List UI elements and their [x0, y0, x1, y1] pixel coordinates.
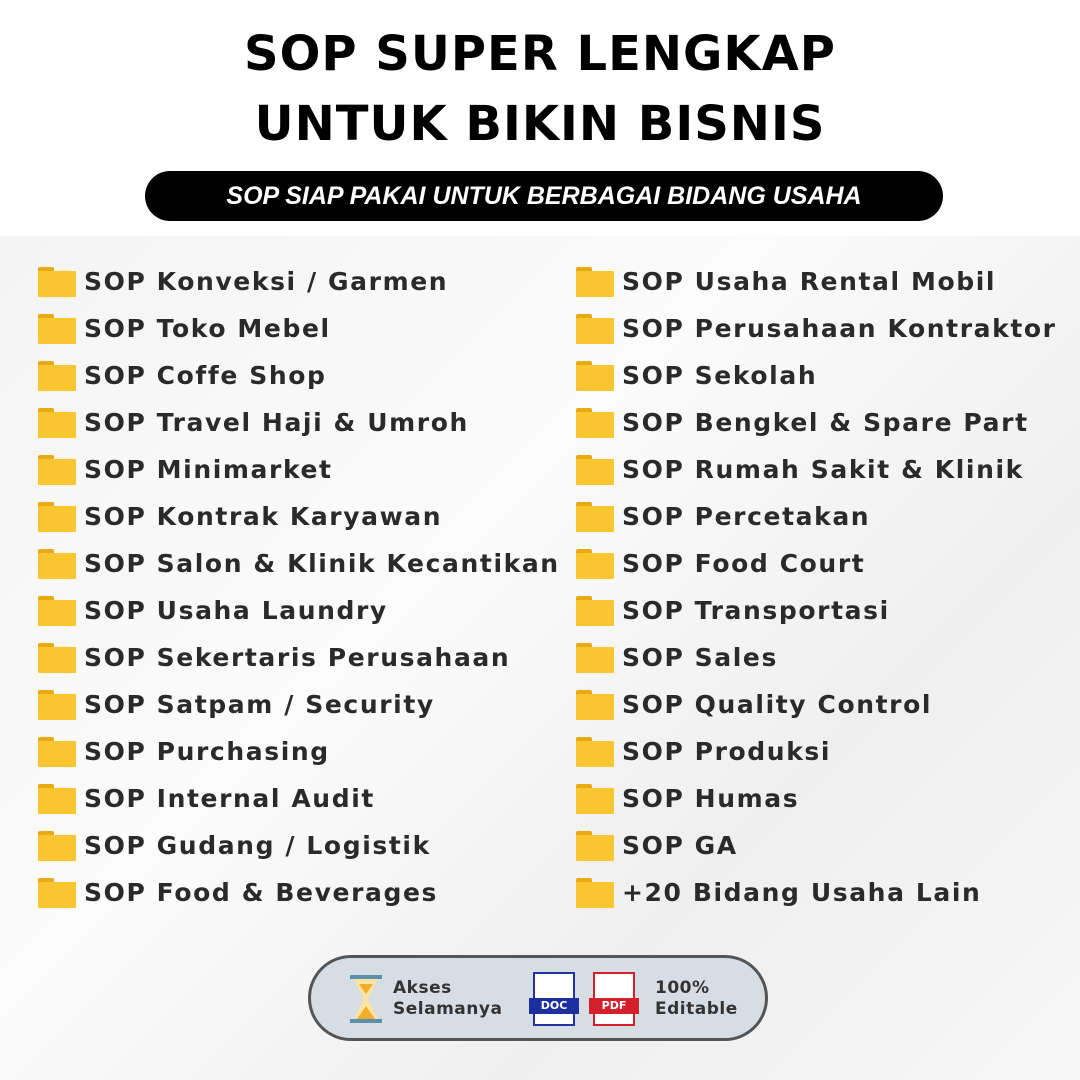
list-item: SOP Sales [576, 634, 1057, 681]
list-item-label: SOP Transportasi [622, 596, 890, 625]
list-item: SOP Satpam / Security [38, 681, 560, 728]
right-list: SOP Usaha Rental Mobil SOP Perusahaan Kon… [576, 258, 1057, 916]
list-item: SOP Internal Audit [38, 775, 560, 822]
folder-icon [38, 548, 76, 579]
list-item: SOP Purchasing [38, 728, 560, 775]
list-item: SOP Produksi [576, 728, 1057, 775]
list-item: SOP Food Court [576, 540, 1057, 587]
list-item: SOP Gudang / Logistik [38, 822, 560, 869]
folder-icon [38, 783, 76, 814]
list-item-label: SOP Quality Control [622, 690, 933, 719]
folder-icon [38, 313, 76, 344]
folder-icon [576, 501, 614, 532]
folder-icon [576, 266, 614, 297]
list-item-label: SOP Sekertaris Perusahaan [84, 643, 511, 672]
hourglass-icon [350, 975, 382, 1023]
folder-icon [576, 783, 614, 814]
folder-icon [576, 595, 614, 626]
list-item-label: SOP Konveksi / Garmen [84, 267, 449, 296]
list-item-label: SOP Kontrak Karyawan [84, 502, 443, 531]
folder-icon [38, 689, 76, 720]
folder-icon [38, 454, 76, 485]
title-line-2: UNTUK BIKIN BISNIS [254, 96, 826, 152]
folder-icon [576, 689, 614, 720]
list-item: SOP Coffe Shop [38, 352, 560, 399]
list-item: SOP Konveksi / Garmen [38, 258, 560, 305]
list-item-label: SOP Usaha Laundry [84, 596, 388, 625]
folder-icon [576, 548, 614, 579]
list-item: SOP Minimarket [38, 446, 560, 493]
list-item-label: SOP Salon & Klinik Kecantikan [84, 549, 560, 578]
list-item-label: SOP Coffe Shop [84, 361, 327, 390]
list-item-label: SOP Humas [622, 784, 800, 813]
folder-icon [38, 595, 76, 626]
features-badge: Akses Selamanya DOC PDF 100% Editable [308, 955, 768, 1041]
folder-icon [576, 360, 614, 391]
list-item: SOP Sekolah [576, 352, 1057, 399]
editable-text: 100% Editable [655, 978, 738, 1019]
folder-icon [576, 830, 614, 861]
list-item-label: SOP Sales [622, 643, 778, 672]
list-item-label: SOP Travel Haji & Umroh [84, 408, 469, 437]
list-item: SOP Quality Control [576, 681, 1057, 728]
list-item-label: SOP Perusahaan Kontraktor [622, 314, 1057, 343]
folder-icon [576, 642, 614, 673]
list-item-label: SOP GA [622, 831, 738, 860]
list-item-label: SOP Usaha Rental Mobil [622, 267, 997, 296]
list-item: SOP Rumah Sakit & Klinik [576, 446, 1057, 493]
subtitle-banner: SOP SIAP PAKAI UNTUK BERBAGAI BIDANG USA… [145, 171, 943, 221]
list-item: SOP Transportasi [576, 587, 1057, 634]
list-item-label: SOP Food Court [622, 549, 866, 578]
left-list: SOP Konveksi / Garmen SOP Toko Mebel SOP C… [38, 258, 560, 916]
doc-icon: DOC [529, 972, 579, 1026]
list-item-label: SOP Produksi [622, 737, 832, 766]
list-item-label: SOP Internal Audit [84, 784, 375, 813]
folder-icon [38, 360, 76, 391]
list-item: SOP Bengkel & Spare Part [576, 399, 1057, 446]
list-item-label: SOP Sekolah [622, 361, 818, 390]
folder-icon [38, 407, 76, 438]
folder-icon [38, 877, 76, 908]
folder-icon [38, 736, 76, 767]
list-item: SOP Kontrak Karyawan [38, 493, 560, 540]
list-item-label: SOP Purchasing [84, 737, 330, 766]
list-item-label: SOP Toko Mebel [84, 314, 331, 343]
title-line-1: SOP SUPER LENGKAP [244, 26, 836, 82]
folder-icon [576, 736, 614, 767]
folder-icon [38, 642, 76, 673]
list-item-label: SOP Food & Beverages [84, 878, 438, 907]
access-text: Akses Selamanya [393, 978, 503, 1019]
list-item: +20 Bidang Usaha Lain [576, 869, 1057, 916]
folder-icon [576, 877, 614, 908]
list-item: SOP Usaha Laundry [38, 587, 560, 634]
folder-icon [38, 266, 76, 297]
folder-icon [576, 454, 614, 485]
list-item: SOP Travel Haji & Umroh [38, 399, 560, 446]
list-item-label: SOP Percetakan [622, 502, 871, 531]
list-item: SOP Perusahaan Kontraktor [576, 305, 1057, 352]
folder-icon [38, 830, 76, 861]
folder-icon [38, 501, 76, 532]
list-item-label: SOP Bengkel & Spare Part [622, 408, 1029, 437]
list-item: SOP Food & Beverages [38, 869, 560, 916]
list-item: SOP Humas [576, 775, 1057, 822]
folder-icon [576, 407, 614, 438]
pdf-icon: PDF [589, 972, 639, 1026]
list-item: SOP Usaha Rental Mobil [576, 258, 1057, 305]
list-item-label: SOP Satpam / Security [84, 690, 435, 719]
list-item-label: +20 Bidang Usaha Lain [622, 878, 982, 907]
list-item-label: SOP Gudang / Logistik [84, 831, 431, 860]
list-item: SOP GA [576, 822, 1057, 869]
list-item: SOP Percetakan [576, 493, 1057, 540]
list-item: SOP Toko Mebel [38, 305, 560, 352]
list-item: SOP Salon & Klinik Kecantikan [38, 540, 560, 587]
list-item: SOP Sekertaris Perusahaan [38, 634, 560, 681]
folder-icon [576, 313, 614, 344]
list-item-label: SOP Minimarket [84, 455, 333, 484]
list-item-label: SOP Rumah Sakit & Klinik [622, 455, 1024, 484]
list-panel [0, 236, 1080, 1080]
